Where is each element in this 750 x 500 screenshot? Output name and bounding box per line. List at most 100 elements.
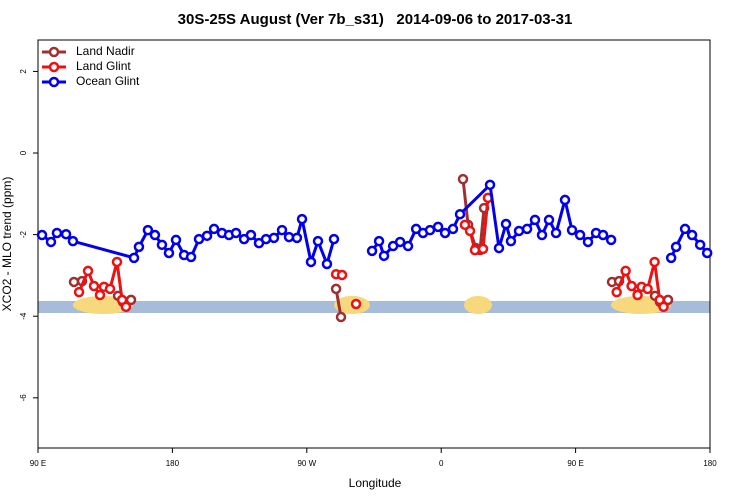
data-point bbox=[394, 236, 406, 248]
legend-label: Land Glint bbox=[76, 59, 131, 73]
data-point bbox=[67, 235, 79, 247]
data-point bbox=[133, 241, 145, 253]
x-tick-label: 180 bbox=[166, 459, 180, 468]
x-tick-label: 90 E bbox=[30, 459, 46, 468]
data-point bbox=[321, 258, 333, 270]
data-point bbox=[665, 252, 677, 264]
data-point bbox=[350, 298, 362, 310]
data-point bbox=[45, 236, 57, 248]
data-point bbox=[439, 227, 451, 239]
data-point bbox=[464, 225, 476, 237]
data-point bbox=[378, 250, 390, 262]
data-point bbox=[373, 235, 385, 247]
data-point bbox=[156, 239, 168, 251]
y-tick-label: 2 bbox=[19, 69, 28, 74]
data-point bbox=[536, 229, 548, 241]
data-point bbox=[208, 223, 220, 235]
data-point bbox=[454, 208, 466, 220]
data-point bbox=[550, 227, 562, 239]
data-point bbox=[296, 213, 308, 225]
data-point bbox=[170, 234, 182, 246]
data-point bbox=[88, 280, 100, 292]
data-point bbox=[597, 229, 609, 241]
data-point bbox=[432, 221, 444, 233]
data-point bbox=[268, 232, 280, 244]
x-tick-label: 90 W bbox=[297, 459, 316, 468]
data-point bbox=[694, 239, 706, 251]
legend-marker bbox=[48, 46, 60, 58]
data-point bbox=[335, 311, 347, 323]
data-point bbox=[632, 289, 643, 301]
legend-marker bbox=[48, 61, 60, 73]
data-point bbox=[36, 229, 48, 241]
data-point bbox=[574, 229, 586, 241]
data-point bbox=[193, 233, 205, 245]
data-point bbox=[605, 234, 617, 246]
plot-frame bbox=[37, 39, 711, 449]
legend-label: Ocean Glint bbox=[76, 74, 140, 88]
y-tick-label: 0 bbox=[19, 150, 28, 155]
data-point bbox=[505, 235, 517, 247]
legend-marker bbox=[48, 76, 60, 88]
data-point bbox=[68, 276, 80, 288]
data-point bbox=[513, 225, 525, 237]
data-point bbox=[291, 232, 303, 244]
data-point bbox=[566, 224, 578, 236]
data-point bbox=[649, 256, 660, 268]
data-point bbox=[679, 223, 691, 235]
y-axis-label: XCO2 - MLO trend (ppm) bbox=[0, 177, 14, 312]
chart-title: 30S-25S August (Ver 7b_s31) 2014-09-06 t… bbox=[178, 11, 573, 28]
data-point bbox=[128, 252, 140, 264]
x-tick-label: 90 E bbox=[567, 459, 583, 468]
data-point bbox=[626, 280, 637, 292]
data-point bbox=[163, 247, 175, 259]
data-point bbox=[658, 301, 669, 313]
data-point bbox=[312, 235, 324, 247]
data-point bbox=[484, 179, 496, 191]
data-point bbox=[582, 236, 594, 248]
data-point bbox=[336, 269, 348, 281]
data-point bbox=[245, 229, 257, 241]
data-point bbox=[60, 228, 72, 240]
data-point bbox=[529, 214, 541, 226]
data-point bbox=[559, 194, 571, 206]
land-patch bbox=[464, 296, 492, 314]
data-point bbox=[457, 173, 469, 185]
data-point bbox=[276, 224, 288, 236]
data-point bbox=[82, 265, 94, 277]
x-tick-label: 180 bbox=[703, 459, 717, 468]
data-point bbox=[260, 233, 272, 245]
data-point bbox=[493, 242, 505, 254]
data-point bbox=[120, 301, 132, 313]
data-point bbox=[94, 289, 106, 301]
legend-label: Land Nadir bbox=[76, 44, 135, 58]
data-point bbox=[469, 244, 481, 256]
data-point bbox=[701, 247, 713, 259]
data-point bbox=[230, 227, 242, 239]
data-point bbox=[328, 233, 340, 245]
x-tick-label: 0 bbox=[439, 459, 444, 468]
data-point bbox=[477, 243, 489, 255]
data-point bbox=[543, 214, 555, 226]
ocean-band bbox=[38, 301, 710, 313]
data-point bbox=[611, 286, 622, 298]
data-point bbox=[424, 224, 436, 236]
data-point bbox=[500, 218, 512, 230]
data-point bbox=[185, 251, 197, 263]
y-tick-label: -6 bbox=[19, 394, 28, 402]
data-point bbox=[620, 265, 631, 277]
y-tick-label: -2 bbox=[19, 231, 28, 239]
data-point bbox=[104, 283, 116, 295]
data-point bbox=[330, 283, 342, 295]
data-point bbox=[51, 227, 63, 239]
data-point bbox=[686, 229, 698, 241]
data-point bbox=[447, 223, 459, 235]
data-point bbox=[73, 286, 85, 298]
data-point bbox=[642, 283, 653, 295]
data-point bbox=[201, 230, 213, 242]
x-axis-label: Longitude bbox=[349, 476, 402, 490]
data-point bbox=[111, 256, 123, 268]
y-tick-label: -4 bbox=[19, 312, 28, 320]
